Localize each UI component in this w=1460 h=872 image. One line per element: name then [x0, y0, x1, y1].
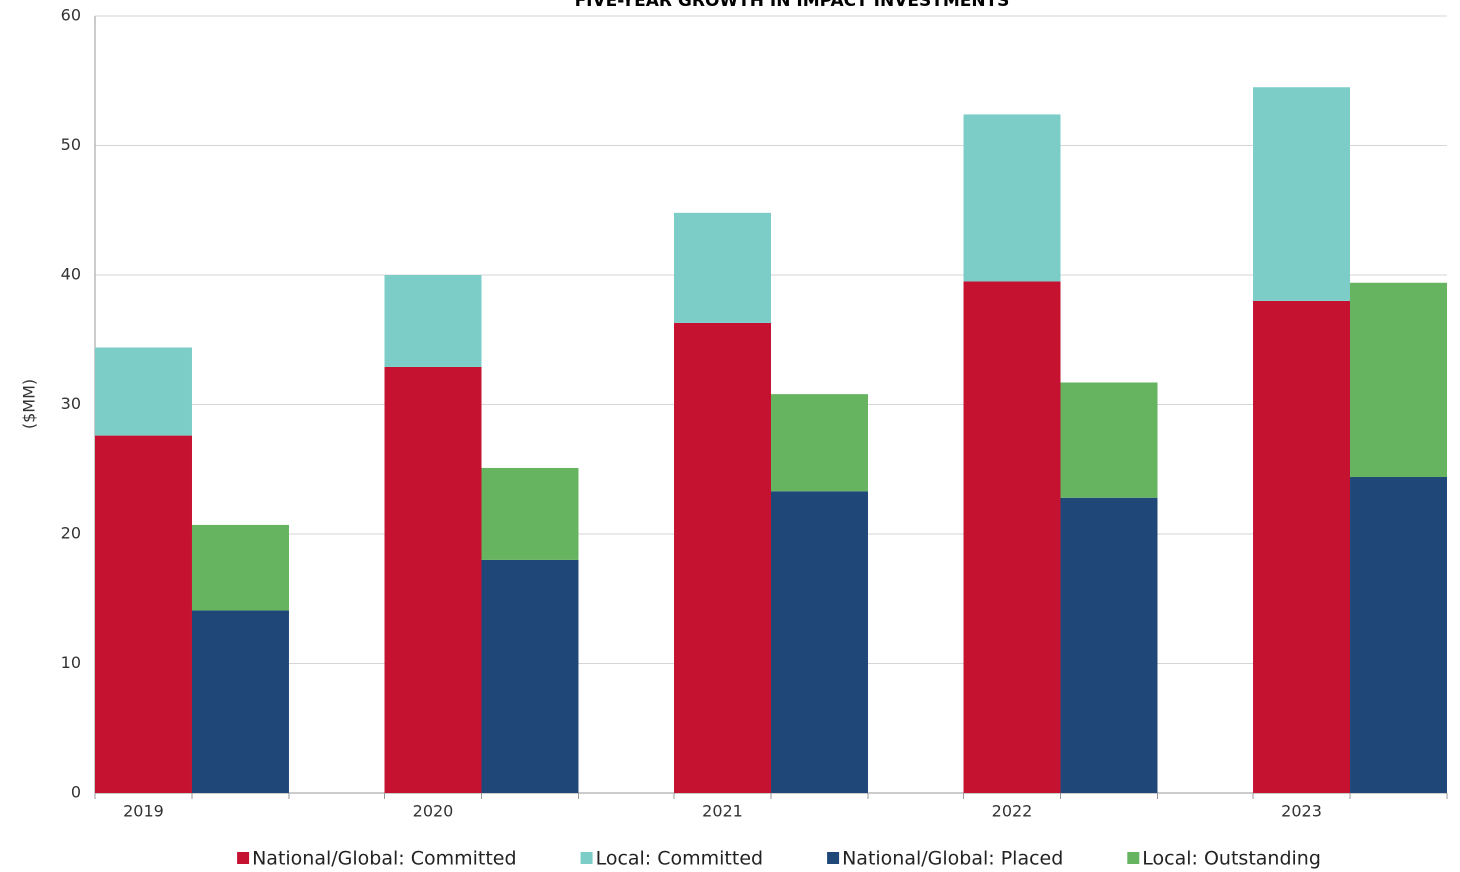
bar-segment: [771, 491, 868, 793]
x-tick-label: 2021: [702, 802, 743, 821]
legend-swatch: [827, 852, 840, 864]
legend-label: National/Global: Placed: [842, 848, 1063, 870]
legend-label: National/Global: Committed: [252, 848, 516, 870]
chart-title: FIVE-YEAR GROWTH IN IMPACT INVESTMENTS: [575, 0, 1010, 11]
x-tick-label: 2019: [123, 802, 164, 821]
bar-segment: [1060, 382, 1158, 498]
legend-swatch: [237, 852, 250, 864]
y-tick-label: 0: [71, 783, 81, 802]
x-tick-label: 2022: [992, 802, 1033, 821]
bar-segment: [481, 559, 579, 793]
y-tick-label: 20: [61, 524, 81, 543]
bar-segment: [963, 114, 1061, 282]
bar-segment: [384, 275, 482, 367]
bar-segment: [384, 366, 482, 793]
legend-swatch: [1127, 852, 1140, 864]
y-tick-label: 40: [61, 265, 81, 284]
bar-segment: [481, 467, 579, 560]
bar-segment: [963, 281, 1061, 793]
bar-segment: [1350, 282, 1447, 478]
legend-label: Local: Outstanding: [1142, 848, 1321, 870]
bar-segment: [95, 435, 192, 793]
bar-segment: [191, 610, 289, 793]
x-tick-label: 2023: [1281, 802, 1322, 821]
bar-segment: [1060, 497, 1158, 793]
legend-swatch: [580, 852, 593, 864]
y-tick-label: 60: [61, 6, 81, 25]
bar-segment: [674, 212, 771, 323]
x-tick-label: 2020: [413, 802, 454, 821]
bar-segment: [1253, 87, 1351, 301]
y-tick-label: 50: [61, 135, 81, 154]
bar-segment: [674, 322, 771, 793]
legend-label: Local: Committed: [596, 848, 764, 870]
bar-segment: [1350, 477, 1447, 793]
bar-segment: [95, 347, 192, 436]
y-tick-label: 30: [61, 394, 81, 413]
y-tick-label: 10: [61, 653, 81, 672]
y-axis-label: ($MM): [20, 379, 39, 429]
bar-segment: [1253, 300, 1351, 793]
bar-segment: [191, 524, 289, 611]
bar-segment: [771, 394, 868, 492]
